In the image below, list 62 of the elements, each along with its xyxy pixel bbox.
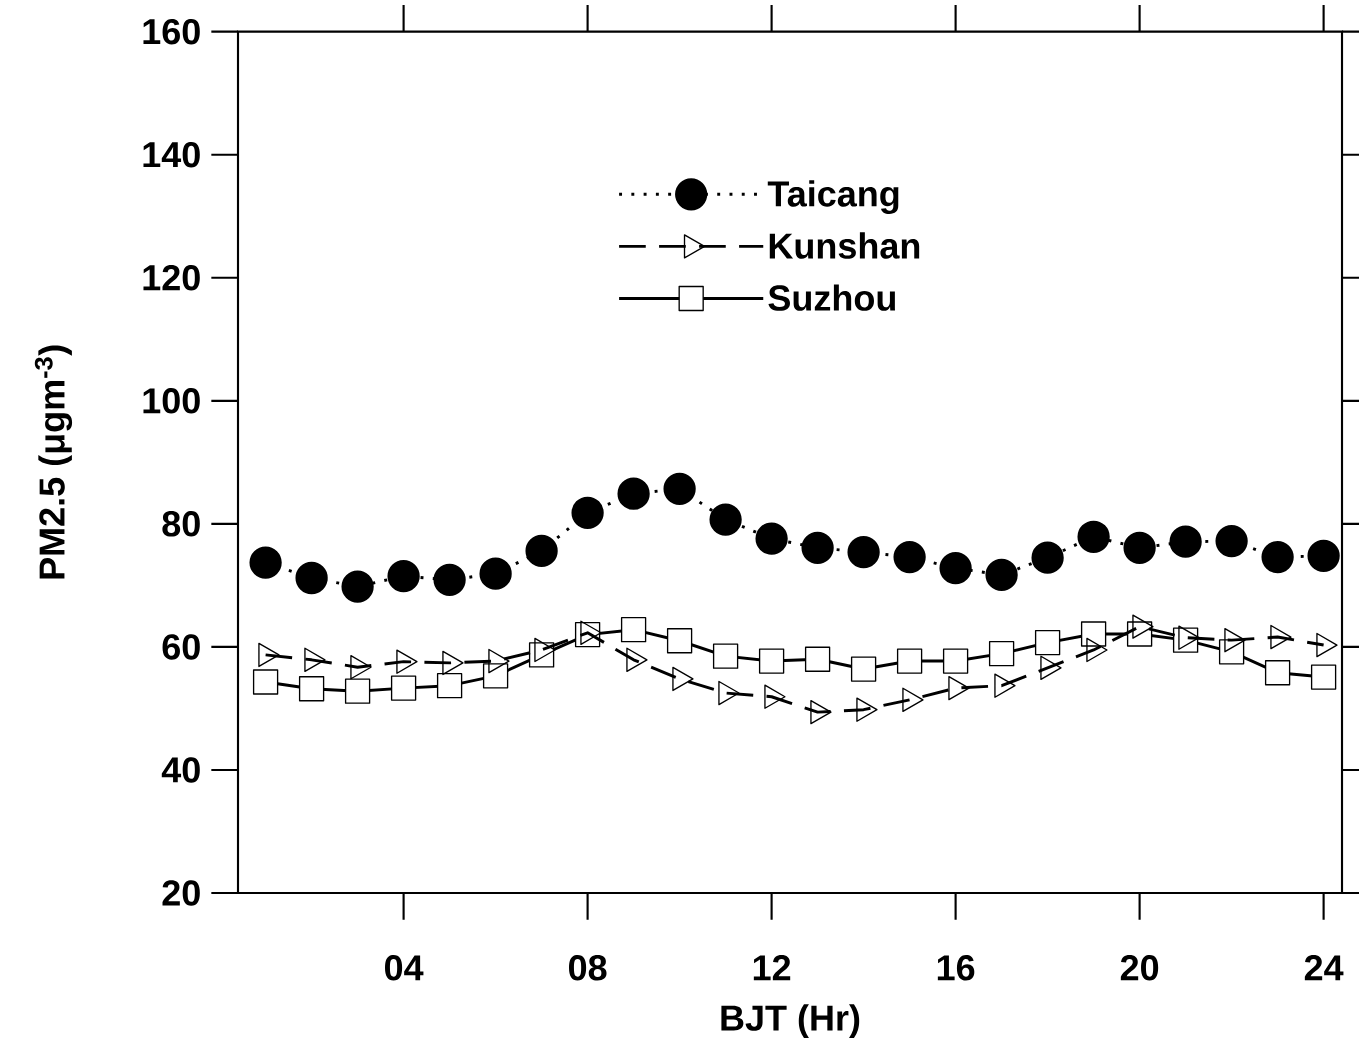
- x-tick-label: 20: [1120, 955, 1159, 981]
- y-tick-label: 160: [143, 18, 200, 45]
- point: [1080, 621, 1107, 647]
- point: [298, 676, 325, 702]
- point: [896, 648, 923, 674]
- point: [1169, 525, 1202, 558]
- x-tick-label: 16: [937, 955, 975, 981]
- point: [939, 552, 972, 585]
- point: [1261, 540, 1294, 574]
- point: [942, 648, 969, 674]
- point: [1310, 664, 1337, 690]
- point: [390, 675, 417, 701]
- point: [758, 648, 785, 674]
- point: [252, 669, 279, 695]
- point: [804, 646, 831, 672]
- point: [988, 641, 1015, 667]
- y-tick-label: 140: [143, 141, 200, 168]
- x-tick-label: 08: [569, 955, 607, 981]
- point: [1123, 531, 1156, 564]
- x-tick-label: 04: [385, 955, 424, 981]
- y-tick-label: 40: [161, 757, 200, 783]
- legend-label: Taicang: [767, 180, 899, 214]
- point: [525, 534, 558, 568]
- point: [571, 496, 604, 529]
- point: [341, 570, 374, 603]
- point: [755, 522, 788, 555]
- point: [801, 531, 834, 564]
- point: [1264, 660, 1291, 686]
- point: [712, 643, 739, 669]
- legend-label: Suzhou: [768, 284, 895, 311]
- y-tick-label: 60: [162, 634, 200, 660]
- point: [436, 673, 463, 699]
- x-tick-label: 24: [1304, 955, 1344, 981]
- point: [1034, 629, 1061, 656]
- y-tick-label: 80: [162, 511, 200, 537]
- point: [1307, 539, 1340, 572]
- y-tick-label: 20: [162, 880, 200, 906]
- point: [295, 561, 328, 595]
- point: [1077, 520, 1110, 553]
- point: [479, 557, 512, 590]
- point: [344, 678, 371, 704]
- point: [482, 663, 509, 689]
- point: [666, 628, 693, 654]
- point: [617, 477, 650, 510]
- point: [893, 540, 926, 574]
- legend-label: Kunshan: [769, 232, 920, 259]
- point: [709, 503, 742, 536]
- y-tick-label: 100: [143, 388, 200, 414]
- y-axis-title: PM2.5 (μgm$^{-3}$): [34, 345, 73, 579]
- point: [387, 560, 420, 593]
- point: [985, 558, 1018, 592]
- point: [847, 536, 880, 569]
- point: [620, 617, 647, 643]
- point: [249, 546, 282, 579]
- point: [1031, 541, 1064, 574]
- x-axis-title: BJT (Hr): [721, 1004, 860, 1038]
- point: [850, 656, 877, 682]
- y-tick-label: 120: [143, 265, 200, 291]
- point: [663, 472, 696, 505]
- point: [1215, 524, 1248, 558]
- x-tick-label: 12: [753, 955, 791, 981]
- point: [433, 563, 466, 596]
